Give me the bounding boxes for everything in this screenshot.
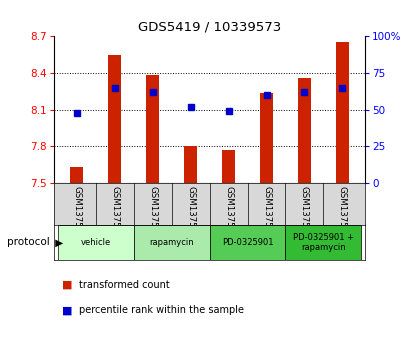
Bar <box>210 225 286 260</box>
Bar <box>70 167 83 183</box>
Text: GSM1375901: GSM1375901 <box>186 187 195 245</box>
Text: percentile rank within the sample: percentile rank within the sample <box>79 305 244 315</box>
Title: GDS5419 / 10339573: GDS5419 / 10339573 <box>138 21 281 34</box>
Text: ▶: ▶ <box>52 237 63 247</box>
Text: GSM1375899: GSM1375899 <box>110 187 119 244</box>
Text: ■: ■ <box>62 280 73 290</box>
Text: GSM1375898: GSM1375898 <box>72 187 81 245</box>
Text: vehicle: vehicle <box>81 238 111 247</box>
Text: GSM1375905: GSM1375905 <box>338 187 347 245</box>
Bar <box>298 78 311 183</box>
Text: ■: ■ <box>62 305 73 315</box>
Bar <box>336 42 349 183</box>
Bar <box>146 76 159 183</box>
Text: GSM1375902: GSM1375902 <box>224 187 233 245</box>
Text: protocol: protocol <box>7 237 50 247</box>
Bar <box>286 225 361 260</box>
Bar <box>58 225 134 260</box>
Bar <box>222 150 235 183</box>
Text: GSM1375904: GSM1375904 <box>300 187 309 245</box>
Bar <box>108 55 121 183</box>
Text: GSM1375900: GSM1375900 <box>148 187 157 245</box>
Bar <box>184 146 197 183</box>
Text: rapamycin: rapamycin <box>149 238 194 247</box>
Text: GSM1375903: GSM1375903 <box>262 187 271 245</box>
Bar <box>260 93 273 183</box>
Bar <box>134 225 210 260</box>
Text: PD-0325901: PD-0325901 <box>222 238 273 247</box>
Text: transformed count: transformed count <box>79 280 170 290</box>
Text: PD-0325901 +
rapamycin: PD-0325901 + rapamycin <box>293 233 354 252</box>
